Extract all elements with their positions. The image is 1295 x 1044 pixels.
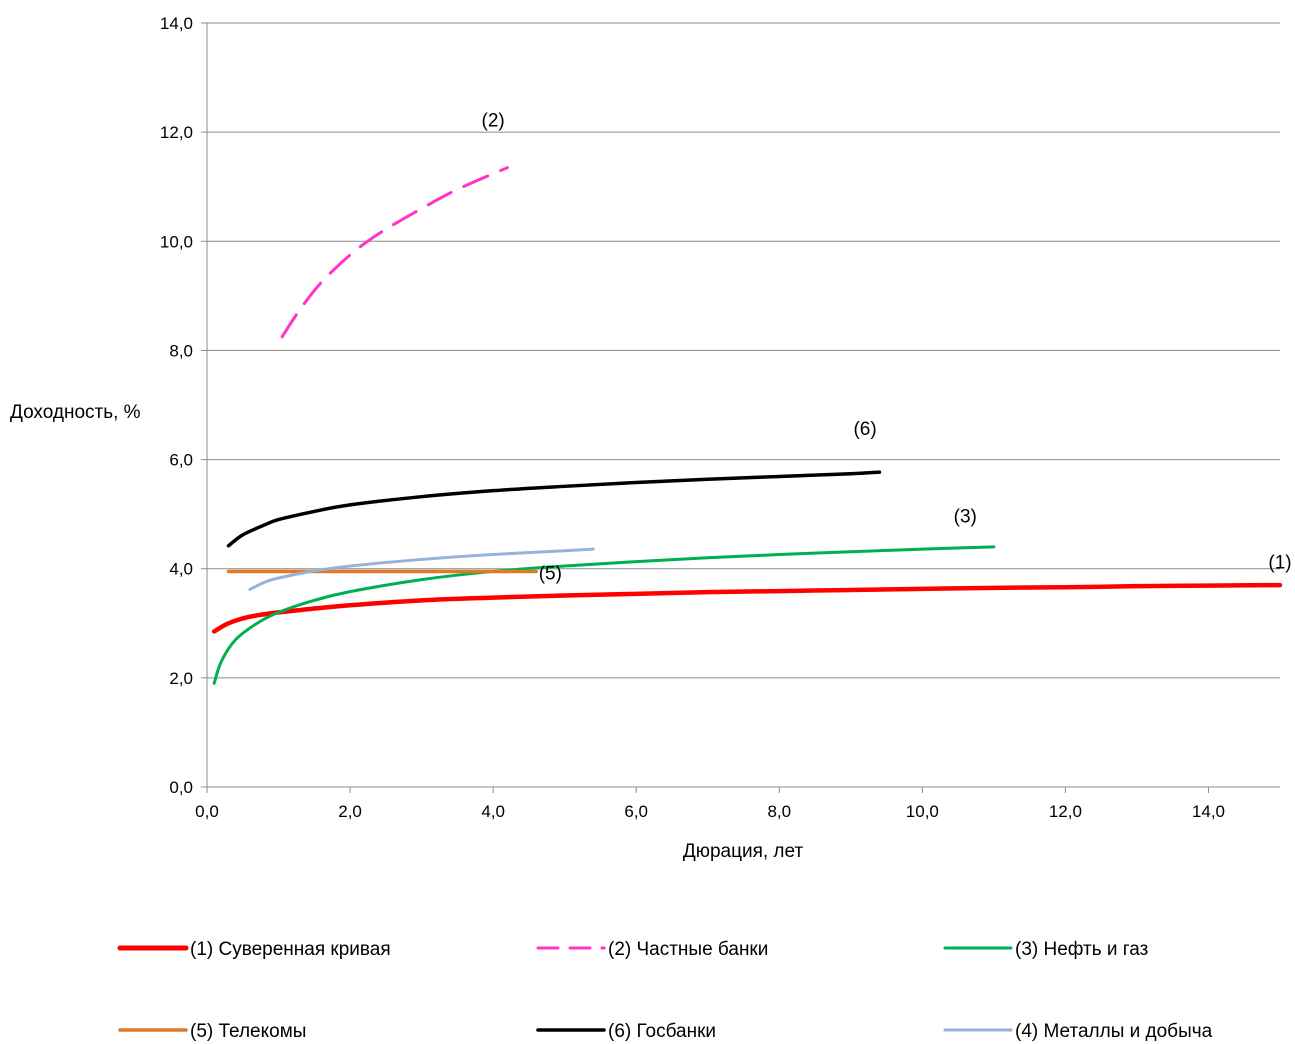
y-tick-label: 4,0 <box>169 560 193 579</box>
legend-label: (6) Госбанки <box>608 1021 716 1042</box>
y-tick-label: 0,0 <box>169 778 193 797</box>
y-tick-label: 2,0 <box>169 669 193 688</box>
legend-label: (4) Металлы и добыча <box>1015 1021 1213 1042</box>
series-annotation: (3) <box>954 506 977 527</box>
data-series <box>211 166 1283 685</box>
legend-label: (3) Нефть и газ <box>1015 939 1148 960</box>
series-line-1 <box>211 582 1283 634</box>
x-tick-label: 6,0 <box>624 802 648 821</box>
y-tick-label: 8,0 <box>169 341 193 360</box>
legend-item: (4) Металлы и добыча <box>943 1021 1213 1042</box>
legend-item: (5) Телекомы <box>118 1021 306 1042</box>
x-tick-label: 4,0 <box>481 802 505 821</box>
x-tick-label: 0,0 <box>195 802 219 821</box>
y-tick-label: 10,0 <box>160 232 193 251</box>
x-tick-label: 12,0 <box>1049 802 1082 821</box>
grid-lines <box>207 22 1280 679</box>
y-tick-labels: 0,0 2,0 4,0 6,0 8,0 10,0 12,0 14,0 <box>160 14 193 797</box>
x-axis-title: Дюрация, лет <box>683 841 804 862</box>
legend-label: (1) Суверенная кривая <box>190 939 391 960</box>
series-annotation: (2) <box>482 111 505 132</box>
series-line-5 <box>226 470 882 548</box>
series-annotation: (1) <box>1268 553 1291 574</box>
series-annotation: (5) <box>539 564 562 585</box>
series-annotation: (6) <box>853 419 876 440</box>
x-tick-label: 14,0 <box>1192 802 1225 821</box>
x-tick-label: 10,0 <box>906 802 939 821</box>
legend-label: (5) Телекомы <box>190 1021 306 1042</box>
legend-item: (6) Госбанки <box>536 1021 716 1042</box>
legend-item: (2) Частные банки <box>536 939 768 960</box>
axes <box>201 22 1280 793</box>
y-tick-label: 12,0 <box>160 123 193 142</box>
legend-label: (2) Частные банки <box>608 939 768 960</box>
x-tick-label: 2,0 <box>338 802 362 821</box>
y-axis-title: Доходность, % <box>10 402 141 423</box>
legend: (1) Суверенная кривая (2) Частные банки (3… <box>117 939 1213 1042</box>
y-tick-label: 14,0 <box>160 14 193 33</box>
series-line-2 <box>280 166 509 339</box>
x-tick-labels: 0,0 2,0 4,0 6,0 8,0 10,0 12,0 14,0 <box>195 802 1225 821</box>
legend-item: (3) Нефть и газ <box>943 939 1148 960</box>
y-tick-label: 6,0 <box>169 451 193 470</box>
series-annotations: (2) (6) (3) (5) (1) <box>482 111 1292 585</box>
x-tick-label: 8,0 <box>767 802 791 821</box>
legend-item: (1) Суверенная кривая <box>117 939 391 960</box>
series-line-6 <box>248 547 595 591</box>
